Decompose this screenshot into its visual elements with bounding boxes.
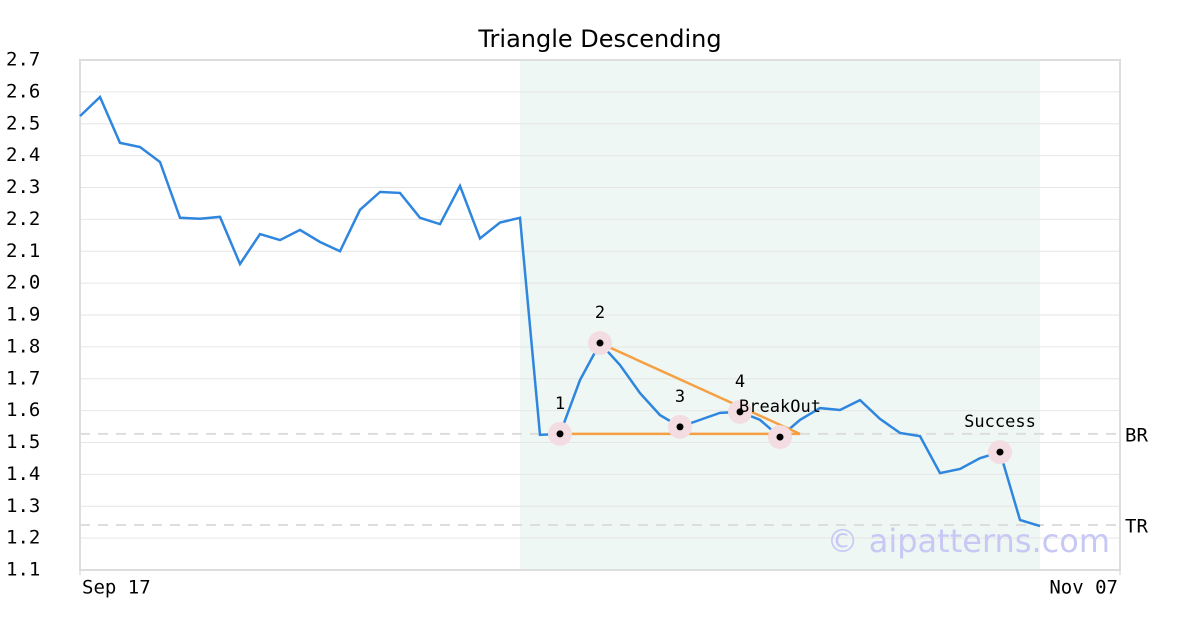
y-tick-label: 1.3 xyxy=(6,495,40,517)
x-tick-label: Nov 07 xyxy=(1049,577,1118,599)
watermark: © aipatterns.com xyxy=(827,522,1110,560)
y-tick-label: 2.5 xyxy=(6,112,40,134)
point-marker xyxy=(736,408,744,416)
point-label: Success xyxy=(964,412,1036,432)
point-label: 4 xyxy=(735,372,745,392)
y-tick-label: 2.4 xyxy=(6,144,40,166)
point-marker xyxy=(776,433,784,441)
plot-frame xyxy=(79,59,1121,571)
point-marker xyxy=(596,339,604,347)
point-label: 1 xyxy=(555,394,565,414)
chart-title: Triangle Descending xyxy=(477,25,721,53)
y-tick-label: 1.9 xyxy=(6,304,40,326)
y-tick-label: 2.2 xyxy=(6,208,40,230)
point-marker xyxy=(556,430,564,438)
y-tick-label: 1.6 xyxy=(6,399,40,421)
y-tick-label: 2.0 xyxy=(6,272,40,294)
y-tick-label: 2.1 xyxy=(6,240,40,262)
point-label: 3 xyxy=(675,387,685,407)
y-tick-label: 1.1 xyxy=(6,559,40,581)
y-tick-label: 2.7 xyxy=(6,49,40,71)
pattern-line xyxy=(599,341,801,436)
point-marker xyxy=(676,423,684,431)
point-label: BreakOut xyxy=(739,397,821,417)
y-tick-label: 1.4 xyxy=(6,463,40,485)
y-tick-label: 2.6 xyxy=(6,80,40,102)
reference-label: BR xyxy=(1125,424,1148,446)
reference-label: TR xyxy=(1125,516,1148,538)
y-tick-label: 1.5 xyxy=(6,431,40,453)
y-tick-label: 1.8 xyxy=(6,335,40,357)
point-label: 2 xyxy=(595,303,605,323)
y-tick-label: 1.7 xyxy=(6,367,40,389)
x-tick-label: Sep 17 xyxy=(82,577,151,599)
y-tick-label: 2.3 xyxy=(6,176,40,198)
point-marker xyxy=(996,448,1004,456)
y-tick-label: 1.2 xyxy=(6,527,40,549)
